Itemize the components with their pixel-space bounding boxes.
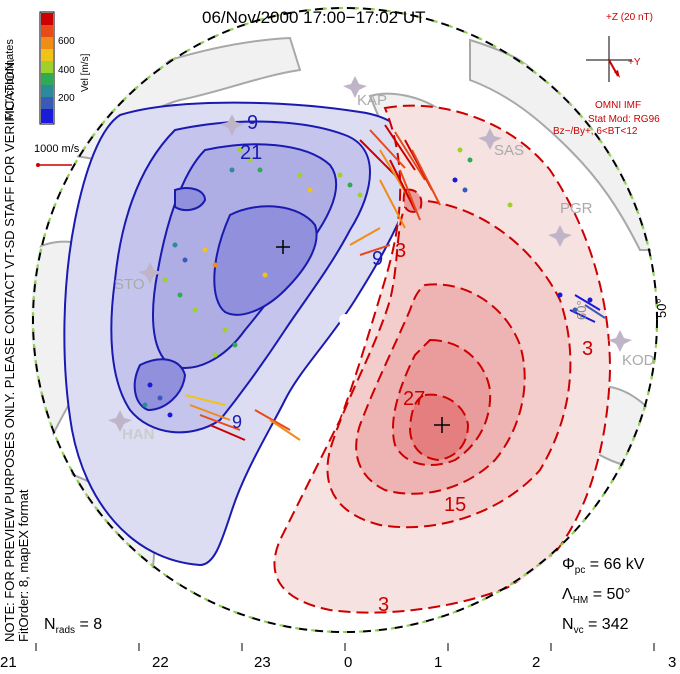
contour-label-3-bottom: 3 [378, 594, 390, 616]
imf-stat-mod: Stat Mod: RG96 [588, 114, 660, 125]
imf-y-label: +Y [628, 57, 641, 68]
velocity-vector-dots [142, 147, 593, 418]
colorbar-tick-200: 200 [58, 93, 75, 104]
positive-potential-cell [273, 104, 612, 614]
colorbar-label: Vel [m/s] [80, 53, 91, 92]
colorbar-swatch-3 [41, 37, 53, 49]
mlt-tick-0: 0 [344, 654, 353, 671]
contour-label-9-top: 9 [247, 112, 259, 134]
mlt-tick-21: 21 [0, 654, 17, 671]
latitude-label-60: 60° [574, 300, 589, 320]
colorbar-swatch-4 [41, 49, 53, 61]
mlt-tick-3: 3 [668, 654, 677, 671]
map-title: 06/Nov/2000 17:00−17:02 UT [202, 8, 426, 27]
phi-pc-stat: Φpc = 66 kV [562, 556, 645, 576]
station-label-kod: KOD [622, 352, 655, 369]
vector-scale-label: 1000 m/s [34, 143, 80, 155]
contour-label-15: 15 [444, 494, 467, 516]
nvc-sub: vc [573, 625, 584, 636]
imf-z-label: +Z (20 nT) [606, 12, 653, 23]
colorbar-swatch-8 [41, 97, 53, 109]
lambda-sub: HM [572, 595, 589, 606]
phi-pc-value: = 66 kV [585, 556, 645, 573]
station-markers [108, 76, 632, 432]
lambda-hm-stat: ΛHM = 50° [562, 586, 631, 606]
nrads-stat: Nrads = 8 [44, 616, 103, 636]
nrads-symbol: N [44, 616, 56, 633]
colorbar-swatch-5 [41, 61, 53, 73]
negative-potential-cell [63, 101, 419, 567]
latitude-label-50: 50° [654, 298, 669, 318]
contour-label-9-mid: 9 [372, 248, 384, 270]
contour-label-21: 21 [240, 142, 263, 164]
fit-order-note: FitOrder: 8, mapEX format [16, 489, 31, 642]
lambda-symbol: Λ [562, 586, 573, 603]
mlt-tick-1: 1 [434, 654, 443, 671]
colorbar-swatch-7 [41, 85, 53, 97]
velocity-colorbar [39, 11, 55, 125]
nvc-stat: Nvc = 342 [562, 616, 629, 636]
phi-pc-sub: pc [574, 565, 586, 576]
station-label-han: HAN [122, 426, 155, 443]
lambda-value: = 50° [588, 586, 631, 603]
station-label-kap: KAP [357, 92, 388, 109]
nrads-value: = 8 [75, 616, 103, 633]
colorbar-swatch-2 [41, 25, 53, 37]
contour-label-27: 27 [403, 388, 426, 410]
nvc-value: = 342 [583, 616, 629, 633]
vector-scale [36, 163, 72, 167]
station-label-sto: STO [114, 276, 145, 293]
colorbar-swatch-9 [41, 109, 53, 123]
contour-label-9-low: 9 [232, 412, 243, 432]
contour-label-3-top: 3 [395, 240, 407, 262]
nrads-sub: rads [55, 625, 76, 636]
mlt-tick-2: 2 [532, 654, 541, 671]
mlt-axis-ticks [35, 643, 655, 651]
imf-clock-icon [586, 36, 632, 82]
colorbar-tick-600: 600 [58, 36, 75, 47]
colorbar-swatch-6 [41, 73, 53, 85]
velocity-vectors [184, 124, 606, 441]
potential-extrema-markers [276, 240, 450, 433]
imf-stat-cond: Bz−/By+, 6<BT<12 [553, 126, 638, 137]
preview-note: NOTE: FOR PREVIEW PURPOSES ONLY. PLEASE … [2, 58, 17, 642]
mlt-tick-22: 22 [152, 654, 169, 671]
mlt-tick-23: 23 [254, 654, 271, 671]
colorbar-tick-400: 400 [58, 65, 75, 76]
imf-source: OMNI IMF [595, 100, 642, 111]
contour-label-3-right: 3 [582, 338, 594, 360]
station-label-sas: SAS [494, 142, 525, 159]
phi-pc-symbol: Φ [562, 556, 575, 573]
station-label-pgr: PGR [560, 200, 593, 217]
colorbar-swatch-1 [41, 13, 53, 25]
nvc-symbol: N [562, 616, 574, 633]
